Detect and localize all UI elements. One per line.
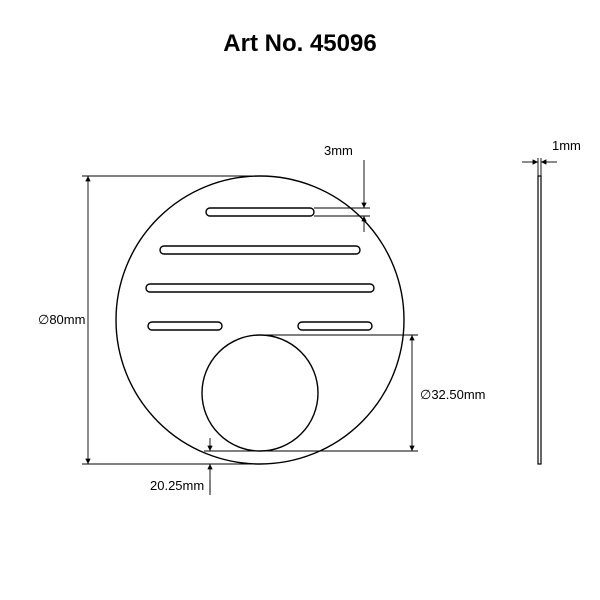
dim-slot-height-label: 3mm (324, 143, 353, 158)
side-view (538, 176, 541, 464)
dim-offset-hole (204, 438, 260, 495)
dim-diameter-main-label: ∅80mm (38, 312, 85, 327)
dim-slot-height (314, 160, 370, 232)
slot-4l (148, 322, 222, 330)
dim-diameter-main (82, 176, 260, 464)
dim-thickness-label: 1mm (552, 138, 581, 153)
slot-1 (206, 208, 314, 216)
drawing-canvas: ∅80mm 3mm ∅32.50mm 20.25mm 1mm (0, 0, 600, 600)
slot-4r (298, 322, 372, 330)
front-view (116, 176, 404, 464)
hole-circle (202, 335, 318, 451)
dim-thickness (522, 158, 557, 176)
dim-offset-hole-label: 20.25mm (150, 478, 204, 493)
main-disc (116, 176, 404, 464)
dim-diameter-hole-label: ∅32.50mm (420, 387, 486, 402)
dim-diameter-hole (260, 335, 418, 451)
slot-2 (160, 246, 360, 254)
slot-3 (146, 284, 374, 292)
